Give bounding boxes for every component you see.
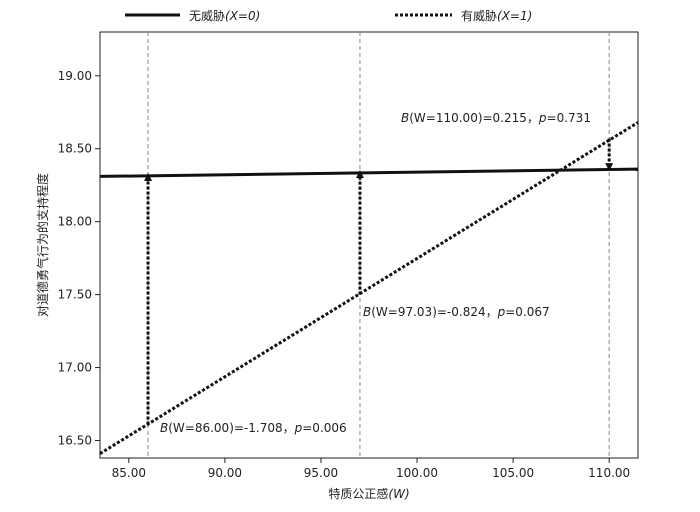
y-tick-label: 16.50 xyxy=(58,433,92,447)
x-tick-label: 90.00 xyxy=(208,466,242,480)
plot-frame xyxy=(99,31,639,459)
y-tick-label: 18.50 xyxy=(58,142,92,156)
legend-label-no-threat: 无威胁(X=0) xyxy=(189,8,260,23)
series-line-no-threat xyxy=(99,167,639,178)
y-axis: 16.50 17.00 17.50 18.00 18.50 19.00 xyxy=(58,69,100,447)
y-tick-label: 18.00 xyxy=(58,215,92,229)
y-axis-title: 对道德勇气行为的支持程度 xyxy=(35,173,50,317)
simple-slope-arrows xyxy=(144,138,614,425)
y-tick-label: 19.00 xyxy=(58,69,92,83)
y-tick-label: 17.50 xyxy=(58,288,92,302)
series-line-threat xyxy=(99,121,639,455)
annotation-w86: B(W=86.00)=-1.708，p=0.006 xyxy=(160,421,347,435)
x-tick-label: 105.00 xyxy=(492,466,534,480)
x-tick-label: 85.00 xyxy=(112,466,146,480)
reference-lines xyxy=(147,32,610,458)
x-tick-label: 100.00 xyxy=(396,466,438,480)
x-tick-label: 95.00 xyxy=(304,466,338,480)
annotation-w110: B(W=110.00)=0.215，p=0.731 xyxy=(401,111,591,125)
x-axis: 85.00 90.00 95.00 100.00 105.00 110.00 xyxy=(112,458,630,480)
x-axis-title: 特质公正感(W) xyxy=(328,486,409,501)
legend: 无威胁(X=0) 有威胁(X=1) xyxy=(125,8,532,23)
legend-label-threat: 有威胁(X=1) xyxy=(461,8,532,23)
annotation-w97: B(W=97.03)=-0.824，p=0.067 xyxy=(363,305,550,319)
x-tick-label: 110.00 xyxy=(588,466,630,480)
series-lines xyxy=(99,121,639,455)
y-tick-label: 17.00 xyxy=(58,361,92,375)
